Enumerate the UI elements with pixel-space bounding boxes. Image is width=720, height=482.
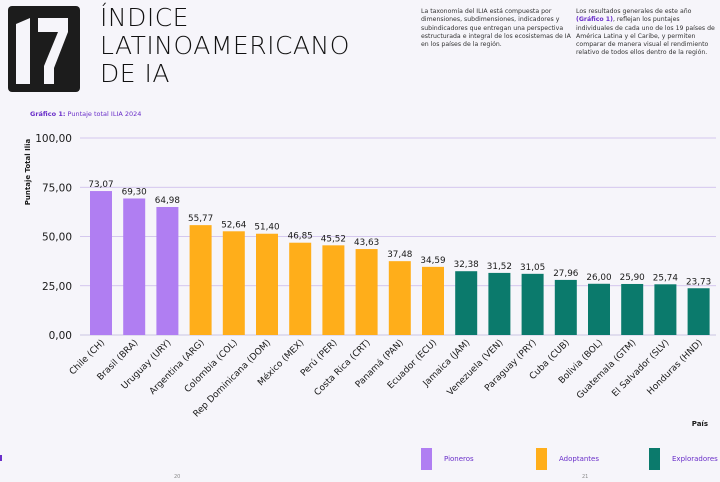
bar: [521, 273, 544, 335]
legend-label-exploradores: Exploradores: [672, 455, 718, 463]
results-prefix: Los resultados generales de este año: [576, 8, 692, 15]
data-label: 51,40: [254, 223, 280, 233]
data-label: 43,63: [354, 238, 379, 248]
chart-caption: Gráfico 1: Puntaje total ILIA 2024: [30, 110, 141, 118]
legend-label-adoptantes: Adoptantes: [559, 455, 600, 463]
bar: [322, 245, 345, 335]
ilia-logo: [8, 6, 80, 92]
x-tick-label: El Salvador (SLV): [610, 338, 671, 399]
page-number-right: 21: [582, 474, 589, 480]
data-label: 31,05: [520, 263, 545, 273]
data-label: 52,64: [221, 220, 247, 230]
data-label: 32,38: [454, 260, 479, 270]
bar: [588, 283, 610, 335]
y-tick-label: 50,00: [42, 232, 72, 244]
data-label: 25,74: [653, 273, 679, 283]
legend-item-pioneros: Pioneros: [421, 448, 474, 470]
bar: [654, 284, 677, 335]
legend-swatch-pioneros: [421, 448, 432, 470]
data-label: 23,73: [686, 277, 711, 287]
bar: [621, 283, 644, 335]
y-tick-label: 100,00: [35, 133, 72, 145]
data-label: 55,77: [188, 214, 213, 224]
data-label: 25,90: [620, 273, 646, 283]
page-title: ÍNDICE LATINOAMERICANO DE IA: [100, 4, 350, 88]
bar: [422, 266, 444, 335]
legend-swatch-exploradores: [649, 448, 660, 470]
data-label: 34,59: [420, 256, 445, 266]
intro-paragraph: La taxonomía del ILIA está compuesta por…: [421, 8, 571, 49]
x-tick-label: Venezuela (VEN): [446, 338, 506, 398]
data-label: 69,30: [122, 187, 148, 197]
caption-label: Gráfico 1:: [30, 110, 66, 118]
bar: [355, 249, 378, 335]
y-tick-label: 75,00: [42, 182, 72, 194]
data-label: 46,85: [288, 232, 313, 242]
bar: [687, 288, 710, 335]
page-number-left: 20: [174, 474, 181, 480]
bar: [455, 271, 478, 335]
title-line-1: ÍNDICE: [100, 3, 189, 32]
bar: [256, 233, 278, 335]
data-label: 37,48: [387, 250, 412, 260]
legend-item-exploradores: Exploradores: [649, 448, 718, 470]
bar: [189, 225, 212, 335]
x-axis-label: País: [692, 420, 708, 428]
y-axis-label: Puntaje Total Ilia: [24, 139, 32, 206]
title-line-2: LATINOAMERICANO: [100, 31, 350, 60]
y-tick-label: 0,00: [49, 330, 72, 342]
results-paragraph: Los resultados generales de este año (Gr…: [576, 8, 716, 58]
legend-item-adoptantes: Adoptantes: [536, 448, 599, 470]
results-suffix: , reflejan los puntajes individuales de …: [576, 16, 715, 57]
data-label: 31,52: [487, 262, 512, 272]
bar: [554, 279, 577, 335]
legend-label-pioneros: Pioneros: [444, 455, 474, 463]
bar: [123, 198, 146, 335]
data-label: 64,98: [155, 196, 180, 206]
bar: [90, 191, 112, 335]
data-label: 45,52: [321, 234, 346, 244]
y-tick-label: 25,00: [42, 281, 72, 293]
data-label: 73,07: [88, 180, 113, 190]
caption-text: Puntaje total ILIA 2024: [65, 110, 142, 118]
chart-reference-link[interactable]: (Gráfico 1): [576, 16, 613, 24]
data-label: 27,96: [553, 269, 579, 279]
legend-swatch-adoptantes: [536, 448, 547, 470]
bar: [488, 272, 511, 335]
bar: [222, 231, 245, 335]
page-edge-mark: [0, 455, 2, 461]
x-tick-label: Costa Rica (CRT): [313, 338, 373, 398]
data-label: 26,00: [586, 273, 612, 283]
bar: [289, 242, 312, 335]
bar: [156, 206, 179, 335]
x-tick-label: Guatemala (GTM): [575, 338, 638, 401]
bar: [388, 261, 411, 335]
title-line-3: DE IA: [100, 59, 170, 88]
